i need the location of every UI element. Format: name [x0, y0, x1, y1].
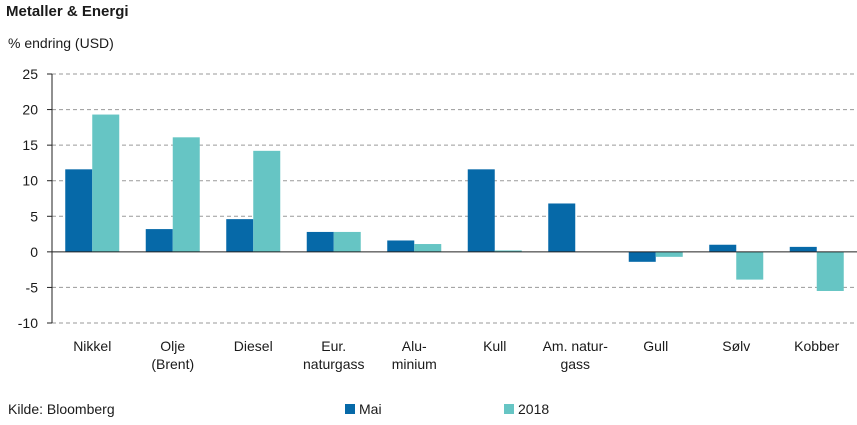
bar-2018-5 [494, 250, 522, 252]
y-tick-label: 0 [30, 244, 38, 260]
source-note: Kilde: Bloomberg [8, 401, 115, 417]
bar-mai-3 [306, 231, 334, 252]
bar-mai-7 [628, 251, 656, 262]
bar-mai-6 [548, 203, 576, 252]
bar-mai-1 [145, 229, 173, 252]
bar-2018-3 [333, 231, 361, 252]
category-label: Sølv [722, 338, 750, 354]
bar-mai-9 [789, 246, 817, 252]
legend-item-mai: Mai [345, 401, 382, 417]
legend-label-2018: 2018 [518, 401, 550, 417]
bar-mai-8 [709, 244, 737, 252]
y-tick-label: 5 [30, 208, 38, 224]
labels: 25 20 15 10 5 0 -5 -10 Nikkel Olje (Brent) Diesel Eu… [18, 66, 840, 372]
category-label: Kobber [794, 338, 839, 354]
axes [47, 73, 857, 324]
category-label: Diesel [234, 338, 273, 354]
bar-2018-2 [253, 150, 281, 252]
bar-mai-0 [65, 169, 93, 252]
legend-swatch-2018 [504, 404, 514, 414]
y-tick-label: -10 [18, 315, 38, 331]
bar-2018-8 [736, 251, 764, 280]
bar-2018-9 [816, 251, 844, 291]
category-label: naturgass [303, 356, 364, 372]
category-label: Eur. [321, 338, 346, 354]
category-label: Kull [483, 338, 506, 354]
category-label: Alu- [402, 338, 427, 354]
bar-mai-5 [467, 169, 495, 252]
y-tick-label: -5 [26, 279, 39, 295]
category-label: gass [560, 356, 590, 372]
category-label: minium [392, 356, 437, 372]
bar-2018-1 [172, 137, 200, 252]
y-tick-label: 25 [22, 66, 38, 82]
y-tick-label: 10 [22, 173, 38, 189]
bars [65, 114, 844, 291]
bar-2018-7 [655, 251, 683, 257]
legend-label-mai: Mai [359, 401, 382, 417]
category-label: Olje [160, 338, 185, 354]
legend-swatch-mai [345, 404, 355, 414]
bar-2018-0 [92, 114, 120, 252]
y-tick-label: 15 [22, 137, 38, 153]
category-label: Am. natur- [543, 338, 609, 354]
category-label: Nikkel [73, 338, 111, 354]
chart-subtitle: % endring (USD) [8, 35, 114, 51]
bar-2018-4 [414, 244, 442, 252]
bar-mai-4 [387, 240, 415, 252]
bar-mai-2 [226, 219, 254, 252]
category-label: (Brent) [151, 356, 194, 372]
chart-title: Metaller & Energi [6, 3, 129, 20]
y-tick-label: 20 [22, 102, 38, 118]
legend-item-2018: 2018 [504, 401, 549, 417]
category-label: Gull [643, 338, 668, 354]
